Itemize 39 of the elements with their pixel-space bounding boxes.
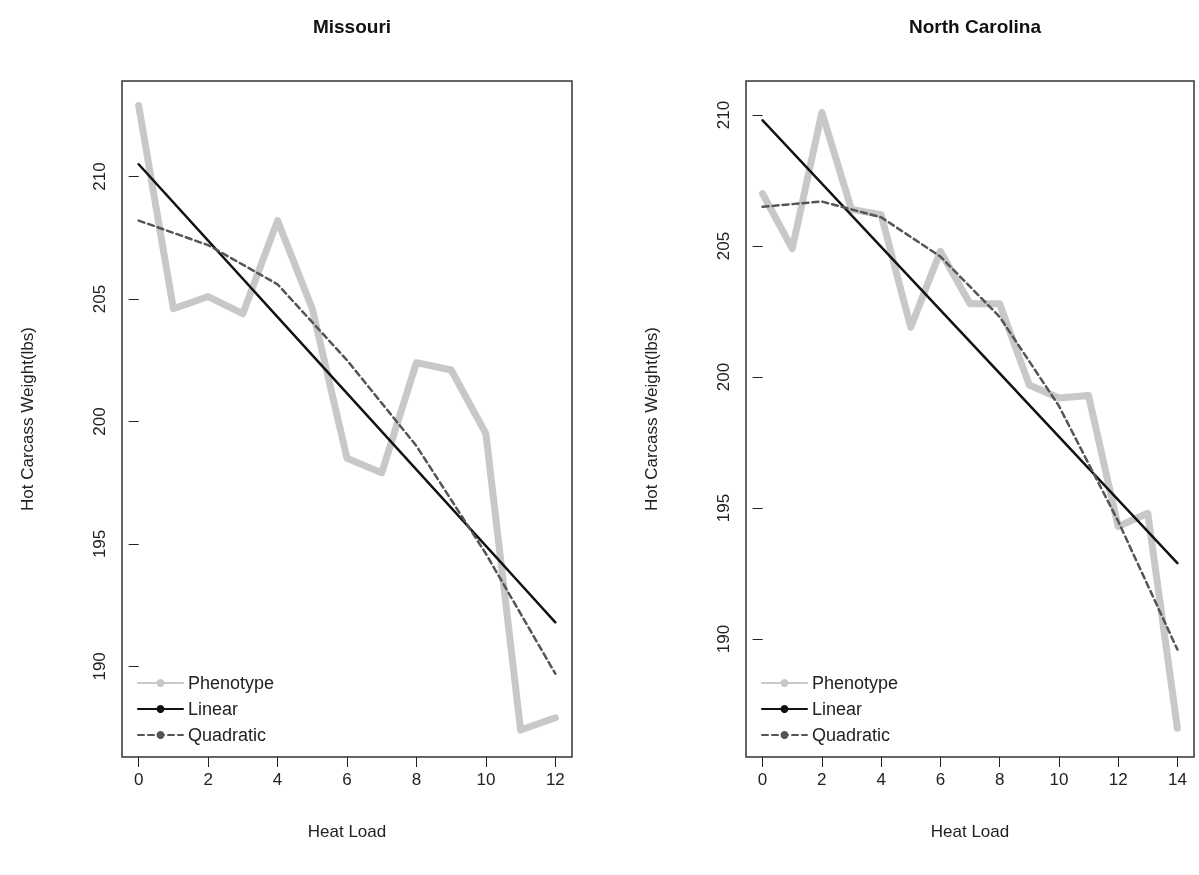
x-tick-label: 4 [876,770,886,789]
legend-label: Phenotype [812,673,899,693]
y-tick-label: 200 [90,407,109,436]
x-tick-label: 14 [1167,770,1187,789]
x-tick-label: 8 [411,770,422,789]
x-axis-title: Heat Load [307,822,387,841]
x-tick-label: 10 [476,770,496,789]
y-tick-label: 210 [90,162,109,191]
y-tick-label: 190 [714,624,733,654]
legend-label: Quadratic [812,725,891,745]
x-tick-label: 4 [272,770,283,789]
x-tick-label: 2 [203,770,213,789]
x-tick-label: 12 [545,770,565,789]
legend-label: Linear [812,699,863,719]
y-tick-label: 205 [90,284,109,314]
chart-title: Missouri [312,16,392,37]
x-tick-label: 6 [342,770,352,789]
line-series [137,219,557,675]
y-tick-label: 200 [714,362,733,392]
legend-label: Linear [188,699,239,719]
y-tick-label: 195 [714,493,733,523]
x-tick-label: 0 [757,770,768,789]
x-axis-title: Heat Load [930,822,1010,841]
x-tick-label: 0 [133,770,144,789]
y-tick-label: 205 [714,231,733,261]
legend-label: Quadratic [188,725,267,745]
y-tick-label: 210 [714,100,733,130]
y-tick-label: 195 [90,529,109,559]
x-tick-label: 10 [1049,770,1069,789]
y-axis-title: Hot Carcass Weight(lbs) [18,327,37,511]
y-tick-label: 190 [90,652,109,681]
x-tick-label: 8 [994,770,1005,789]
y-axis-title: Hot Carcass Weight(lbs) [642,327,661,511]
chart-title: North Carolina [909,16,1042,37]
x-tick-label: 6 [935,770,946,789]
x-tick-label: 12 [1108,770,1128,789]
x-tick-label: 2 [817,770,827,789]
legend-label: Phenotype [188,673,275,693]
line-series [761,200,1179,651]
